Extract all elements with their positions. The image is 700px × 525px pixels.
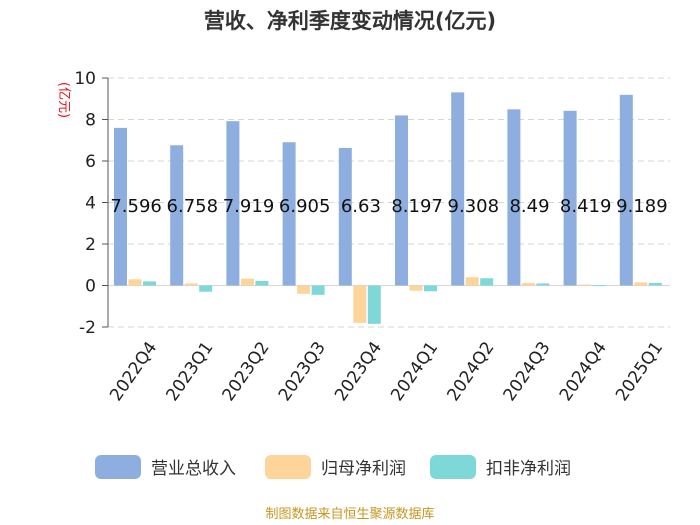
bar-归母净利润-2023Q4 <box>353 285 367 323</box>
bar-归母净利润-2025Q1 <box>634 282 648 286</box>
y-tick-label: -2 <box>79 318 96 338</box>
bar-扣非净利润-2023Q1 <box>199 285 213 292</box>
legend-label: 营业总收入 <box>151 459 236 479</box>
data-label: 7.919 <box>223 196 275 217</box>
y-tick-label: 10 <box>74 69 96 89</box>
x-tick-label: 2023Q4 <box>331 338 386 405</box>
bars-layer <box>114 92 662 324</box>
legend-swatch-扣非净利润 <box>430 455 476 479</box>
bar-归母净利润-2024Q2 <box>465 277 479 286</box>
bar-营业总收入-2023Q4 <box>338 147 352 286</box>
data-label: 6.905 <box>279 196 331 217</box>
source-note: 制图数据来自恒生聚源数据库 <box>265 506 434 522</box>
grid-layer: -2 0 2 4 6 8 10 <box>74 69 670 338</box>
bar-营业总收入-2022Q4 <box>114 127 127 286</box>
x-tick-label: 2022Q4 <box>106 338 161 405</box>
bar-归母净利润-2023Q3 <box>297 285 311 294</box>
x-tick-label: 2023Q2 <box>219 338 274 405</box>
data-label: 8.49 <box>509 196 549 217</box>
legend-label: 归母净利润 <box>321 459 406 479</box>
y-tick-label: 8 <box>85 111 96 131</box>
chart-title: 营收、净利季度变动情况(亿元) <box>204 9 496 33</box>
data-label: 8.197 <box>391 196 443 217</box>
y-tick-label: 6 <box>85 152 96 172</box>
bar-扣非净利润-2023Q4 <box>367 285 381 324</box>
data-label: 8.419 <box>560 196 612 217</box>
data-label: 6.758 <box>167 196 219 217</box>
bar-营业总收入-2024Q4 <box>563 110 577 286</box>
bar-归母净利润-2022Q4 <box>128 279 142 286</box>
bar-扣非净利润-2023Q3 <box>311 285 325 295</box>
y-tick-label: 0 <box>85 277 96 297</box>
bar-营业总收入-2023Q3 <box>282 142 296 286</box>
data-label: 9.308 <box>448 196 500 217</box>
bar-营业总收入-2025Q1 <box>619 94 633 286</box>
bar-归母净利润-2024Q4 <box>578 284 592 286</box>
y-tick-label: 4 <box>85 194 96 214</box>
legend-label: 扣非净利润 <box>486 459 571 479</box>
data-label: 7.596 <box>110 196 162 217</box>
legend: 营业总收入 归母净利润 扣非净利润 <box>95 455 571 479</box>
bar-扣非净利润-2022Q4 <box>143 281 156 286</box>
bar-营业总收入-2023Q1 <box>170 145 184 286</box>
x-tick-label: 2024Q1 <box>387 338 442 405</box>
bar-扣非净利润-2024Q4 <box>592 285 606 287</box>
y-tick-label: 2 <box>85 235 96 255</box>
bar-归母净利润-2023Q2 <box>240 278 254 286</box>
x-tick-label: 2024Q4 <box>556 338 611 405</box>
bar-扣非净利润-2024Q2 <box>480 278 494 286</box>
bar-营业总收入-2024Q2 <box>451 92 465 286</box>
bar-归母净利润-2024Q3 <box>521 283 535 286</box>
bar-扣非净利润-2025Q1 <box>648 283 662 286</box>
legend-swatch-归母净利润 <box>265 455 311 479</box>
x-tick-label: 2024Q3 <box>500 338 555 405</box>
data-label: 9.189 <box>616 196 668 217</box>
bar-归母净利润-2024Q1 <box>409 285 423 291</box>
x-tick-label: 2023Q3 <box>275 338 330 405</box>
bar-营业总收入-2024Q1 <box>395 115 408 286</box>
labels-layer: 7.596 2022Q4 6.758 2023Q1 7.919 2023Q2 6.905 20… <box>106 196 667 405</box>
y-axis-label: (亿元) <box>56 82 71 118</box>
bar-扣非净利润-2023Q2 <box>255 280 269 286</box>
bar-扣非净利润-2024Q1 <box>424 285 437 292</box>
x-tick-label: 2024Q2 <box>443 338 498 405</box>
legend-swatch-营业总收入 <box>95 455 141 479</box>
x-tick-label: 2023Q1 <box>162 338 217 405</box>
data-label: 6.63 <box>341 196 381 217</box>
bar-营业总收入-2024Q3 <box>507 109 521 286</box>
bar-扣非净利润-2024Q3 <box>536 283 550 286</box>
bar-归母净利润-2023Q1 <box>184 283 198 286</box>
x-tick-label: 2025Q1 <box>612 338 667 405</box>
bar-营业总收入-2023Q2 <box>226 121 240 286</box>
